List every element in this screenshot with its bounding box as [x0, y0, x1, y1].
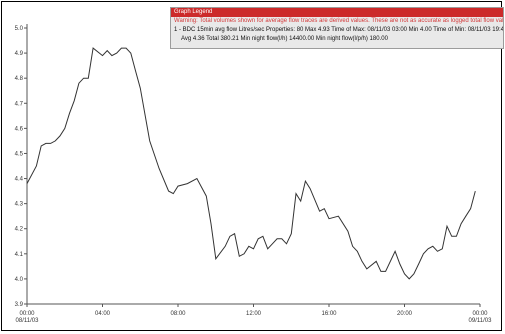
legend-title: Graph Legend: [171, 8, 503, 17]
y-axis-ticks: 3.9 4.0 4.1 4.2 4.3 4.4 4.5 4.6 4.7 4.8 4.9 5.0: [15, 26, 27, 308]
y-tick-label: 4.3: [15, 202, 24, 208]
y-tick-label: 4.4: [15, 177, 24, 183]
y-tick-label: 4.2: [15, 227, 24, 233]
graph-legend[interactable]: Graph Legend Warning: Total volumes show…: [170, 7, 504, 49]
x-tick-label: 16:00: [321, 311, 337, 317]
x-tick-date-label: 08/11/03: [16, 318, 40, 324]
series-line-bdc-flow: [26, 47, 476, 280]
legend-stats-line: Avg 4.36 Total 380.21 Min night flow(l/h…: [181, 36, 388, 42]
y-tick-label: 4.8: [15, 76, 24, 82]
x-tick-date-label: 09/11/03: [469, 318, 493, 324]
y-tick-label: 4.5: [15, 151, 24, 157]
x-tick-label: 04:00: [95, 311, 111, 317]
series-group: [26, 47, 476, 280]
chart-axes: [26, 24, 480, 305]
legend-warning: Warning: Total volumes shown for average…: [174, 18, 504, 24]
x-tick-label: 08:00: [170, 311, 186, 317]
y-tick-label: 4.6: [15, 126, 24, 132]
y-tick-label: 4.0: [15, 277, 24, 283]
x-tick-label: 12:00: [246, 311, 262, 317]
y-tick-label: 5.0: [15, 26, 24, 32]
x-tick-label: 20:00: [397, 311, 413, 317]
y-tick-label: 3.9: [15, 302, 24, 308]
x-tick-label: 00:00: [19, 311, 35, 317]
y-tick-label: 4.7: [15, 101, 24, 107]
y-tick-label: 4.1: [15, 252, 24, 258]
x-tick-label: 00:00: [472, 311, 488, 317]
legend-series-line: 1 - BDC 15min avg flow Litres/sec Proper…: [174, 27, 504, 33]
y-tick-label: 4.9: [15, 51, 24, 57]
